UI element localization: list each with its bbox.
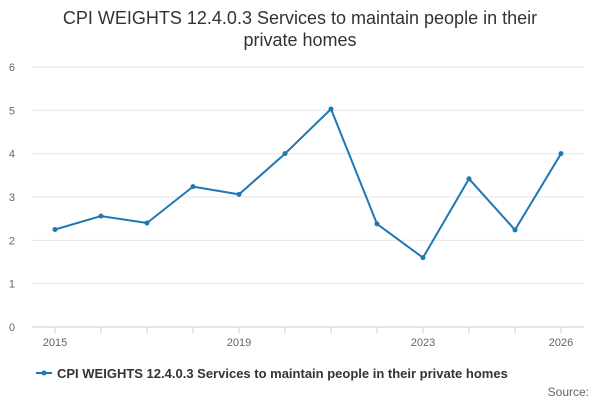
y-tick-label-2: 2	[9, 235, 15, 247]
data-point-2021	[328, 106, 334, 112]
y-tick-label-1: 1	[9, 279, 15, 291]
data-point-2016	[98, 213, 104, 219]
data-point-2026	[558, 151, 564, 157]
gridlines	[32, 66, 584, 285]
data-point-2025	[512, 227, 518, 233]
legend-point-marker	[41, 370, 47, 376]
data-point-2020	[282, 151, 288, 157]
y-tick-label-3: 3	[9, 192, 15, 204]
source-label: Source:	[548, 385, 589, 399]
y-tick-label-5: 5	[9, 105, 15, 117]
data-point-2023	[420, 255, 426, 261]
x-tick-label-2015: 2015	[43, 337, 67, 349]
chart-title-line-1: CPI WEIGHTS 12.4.0.3 Services to maintai…	[63, 8, 537, 28]
y-tick-label-4: 4	[9, 149, 15, 161]
data-point-2019	[236, 191, 242, 197]
data-point-2018	[190, 184, 196, 190]
y-tick-label-0: 0	[9, 322, 15, 334]
x-tick-label-2019: 2019	[227, 337, 251, 349]
legend[interactable]: CPI WEIGHTS 12.4.0.3 Services to maintai…	[36, 366, 508, 381]
chart-title-line-2: private homes	[243, 30, 356, 50]
x-tick-label-2023: 2023	[411, 337, 435, 349]
series-layer	[52, 106, 564, 261]
series-line-0	[54, 108, 562, 259]
data-point-2015	[52, 227, 58, 232]
data-point-2024	[466, 176, 472, 182]
legend-label[interactable]: CPI WEIGHTS 12.4.0.3 Services to maintai…	[57, 366, 508, 381]
axes: 0 1 2 3 4 5 6 2015 2019 2023 2026	[9, 62, 584, 349]
x-tick-label-2026: 2026	[549, 337, 573, 349]
y-tick-label-6: 6	[9, 62, 15, 74]
data-point-2017	[144, 220, 150, 226]
data-point-2022	[374, 221, 380, 227]
